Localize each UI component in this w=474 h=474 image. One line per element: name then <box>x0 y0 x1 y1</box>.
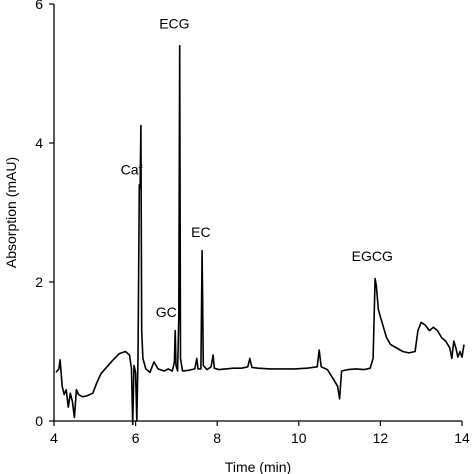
peak-label: EC <box>191 224 210 240</box>
peak-label: EGCG <box>352 248 393 264</box>
chromatogram-trace <box>55 44 465 426</box>
x-tick-label: 10 <box>291 430 307 446</box>
x-tick-label: 14 <box>454 430 470 446</box>
x-tick-label: 6 <box>132 430 140 446</box>
ticks <box>49 3 463 426</box>
series-layer <box>55 44 465 426</box>
y-tick-label: 2 <box>35 274 43 290</box>
x-tick-label: 4 <box>50 430 58 446</box>
tick-labels: 4 6 8 10 12 14 0 2 4 6 <box>35 0 470 446</box>
peak-label: GC <box>156 304 177 320</box>
peak-label: Caf <box>121 161 143 177</box>
annotation-layer: Caf ECG GC EC EGCG <box>121 15 393 319</box>
axes <box>53 4 462 422</box>
y-tick-label: 6 <box>35 0 43 12</box>
y-tick-label: 0 <box>35 413 43 429</box>
y-tick-label: 4 <box>35 135 43 151</box>
x-tick-label: 12 <box>373 430 389 446</box>
x-axis-title: Time (min) <box>225 459 291 474</box>
y-axis-title: Absorption (mAU) <box>3 157 19 268</box>
x-tick-label: 8 <box>213 430 221 446</box>
peak-label: ECG <box>159 15 189 31</box>
